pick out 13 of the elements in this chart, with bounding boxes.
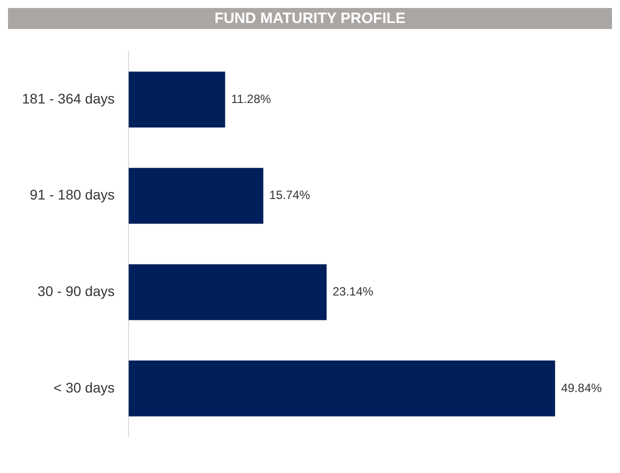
- bar: [128, 72, 226, 128]
- y-tick-label: 91 - 180 days: [30, 186, 115, 203]
- data-label: 23.14%: [332, 284, 374, 298]
- data-label: 11.28%: [231, 92, 272, 106]
- y-tick-label: 30 - 90 days: [38, 283, 115, 300]
- data-label: 15.74%: [269, 188, 310, 202]
- bar: [128, 264, 327, 320]
- bar: [128, 168, 264, 224]
- y-tick-label: 181 - 364 days: [22, 90, 115, 106]
- bar: [128, 360, 556, 416]
- y-tick-label: < 30 days: [54, 379, 115, 396]
- chart-title: FUND MATURITY PROFILE: [8, 8, 612, 29]
- data-label: 49.84%: [561, 380, 602, 395]
